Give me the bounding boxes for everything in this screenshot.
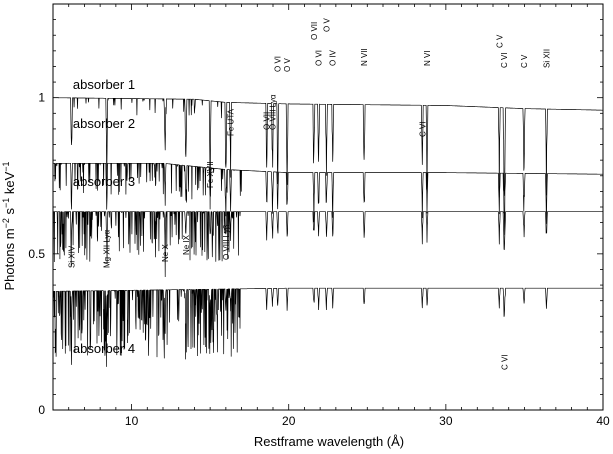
series-line-4 — [52, 287, 603, 367]
line-label: Si XII — [542, 49, 551, 68]
line-label: O VIII Lyβ — [222, 224, 231, 260]
line-label: O V — [322, 18, 331, 32]
line-label: C V — [520, 54, 529, 68]
line-label: O VI — [315, 50, 324, 66]
series-line-1 — [53, 97, 603, 210]
line-label: Fe XVII — [206, 161, 215, 188]
y-tick-label: 1 — [38, 91, 45, 105]
line-label: O VIII Lyα — [269, 94, 278, 130]
line-label: O V — [283, 58, 292, 72]
line-label: C VI — [501, 354, 510, 370]
curve-label: absorber 1 — [73, 77, 135, 92]
line-label: Mg XII Lyα — [103, 230, 112, 268]
plot-area: absorber 1 absorber 2 absorber 3 absorber 4… — [52, 18, 603, 370]
line-label: N VII — [360, 48, 369, 66]
line-label: O VII — [310, 22, 319, 40]
axes: 10 20 30 40 0 0.5 1 — [28, 3, 610, 428]
x-tick-label: 10 — [125, 414, 139, 428]
series-line-2 — [53, 162, 603, 235]
line-label: Fe UTA — [227, 108, 236, 136]
line-label: O IV — [329, 49, 338, 66]
y-tick-label: 0 — [38, 403, 45, 417]
line-label: Si XIV — [68, 245, 77, 268]
y-axis-title: Photons m−2 s−1 keV−1 — [1, 161, 17, 290]
x-tick-label: 20 — [282, 414, 296, 428]
x-axis-title: Restframe wavelength (Å) — [254, 434, 404, 449]
x-tick-label: 40 — [596, 414, 610, 428]
line-label: C VI — [418, 121, 427, 137]
curve-label: absorber 4 — [73, 341, 135, 356]
line-label: Ne IX — [182, 234, 191, 255]
curve-label: absorber 2 — [73, 116, 135, 131]
line-label: Ne X — [161, 244, 170, 262]
line-label: O VI — [274, 56, 283, 72]
curve-label: absorber 3 — [73, 174, 135, 189]
series-line-3 — [53, 210, 603, 278]
line-label: N VI — [423, 50, 432, 66]
line-label: C V — [495, 34, 504, 48]
x-tick-label: 30 — [439, 414, 453, 428]
y-tick-label: 0.5 — [28, 247, 45, 261]
line-label: C VI — [500, 52, 509, 68]
line-label: O VII — [263, 112, 272, 130]
